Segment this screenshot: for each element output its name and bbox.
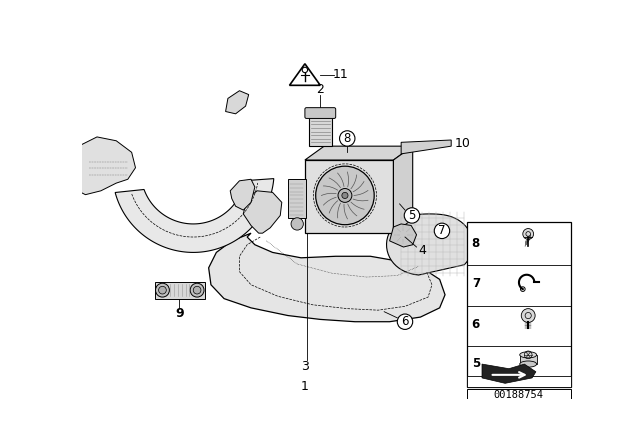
Circle shape	[291, 218, 303, 230]
Ellipse shape	[520, 352, 537, 358]
Circle shape	[521, 309, 535, 323]
Polygon shape	[243, 191, 282, 233]
Circle shape	[159, 286, 166, 294]
Polygon shape	[401, 140, 451, 154]
Circle shape	[338, 189, 352, 202]
Polygon shape	[387, 214, 473, 275]
Text: 9: 9	[175, 307, 184, 320]
Ellipse shape	[520, 361, 537, 367]
Polygon shape	[289, 64, 320, 85]
Text: 5: 5	[408, 209, 415, 222]
Text: 6: 6	[401, 315, 409, 328]
Bar	[467, 222, 570, 387]
Bar	[308, 117, 332, 146]
Bar	[288, 179, 307, 218]
Text: 4: 4	[418, 244, 426, 257]
Bar	[305, 160, 394, 233]
Bar	[467, 389, 570, 401]
Circle shape	[156, 283, 170, 297]
Polygon shape	[390, 224, 417, 247]
Circle shape	[523, 228, 534, 239]
Circle shape	[340, 131, 355, 146]
Polygon shape	[209, 233, 445, 322]
Text: 8: 8	[344, 132, 351, 145]
Circle shape	[342, 192, 348, 198]
Text: 8: 8	[472, 237, 480, 250]
Text: 10: 10	[455, 137, 470, 150]
Polygon shape	[394, 146, 413, 233]
Text: 7: 7	[472, 277, 480, 290]
Bar	[155, 282, 205, 299]
Text: 5: 5	[472, 357, 480, 370]
Polygon shape	[482, 364, 536, 383]
Circle shape	[404, 208, 420, 223]
Text: 6: 6	[472, 318, 480, 332]
Text: 00188754: 00188754	[493, 390, 543, 400]
Circle shape	[397, 314, 413, 329]
Text: 7: 7	[438, 224, 445, 237]
Polygon shape	[225, 91, 249, 114]
Bar	[520, 355, 537, 364]
Text: 2: 2	[316, 83, 324, 96]
Text: 3: 3	[301, 360, 309, 373]
Circle shape	[302, 67, 308, 73]
Polygon shape	[230, 179, 255, 210]
Circle shape	[435, 223, 450, 238]
Bar	[467, 376, 570, 387]
Polygon shape	[66, 137, 136, 195]
Text: 11: 11	[332, 68, 348, 81]
Circle shape	[190, 283, 204, 297]
Text: 1: 1	[301, 380, 309, 393]
Polygon shape	[115, 179, 274, 252]
FancyBboxPatch shape	[305, 108, 336, 118]
Circle shape	[316, 166, 374, 225]
Circle shape	[193, 286, 201, 294]
Polygon shape	[305, 146, 413, 160]
